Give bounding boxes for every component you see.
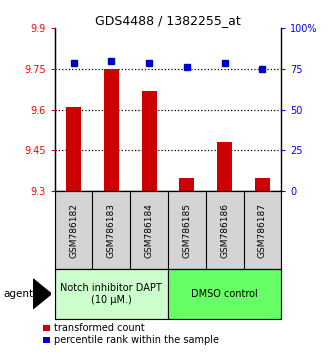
Polygon shape <box>33 279 51 309</box>
Text: agent: agent <box>3 289 33 299</box>
Text: GSM786187: GSM786187 <box>258 202 267 258</box>
Text: GSM786185: GSM786185 <box>182 202 191 258</box>
Text: GSM786182: GSM786182 <box>69 202 78 258</box>
Text: GSM786184: GSM786184 <box>145 202 154 258</box>
Bar <box>255 178 270 191</box>
Text: DMSO control: DMSO control <box>191 289 258 299</box>
Bar <box>66 107 81 191</box>
Text: GSM786183: GSM786183 <box>107 202 116 258</box>
Bar <box>55 269 168 319</box>
Bar <box>142 91 157 191</box>
Bar <box>104 69 119 191</box>
Bar <box>217 142 232 191</box>
Bar <box>179 178 194 191</box>
Text: Notch inhibitor DAPT
(10 μM.): Notch inhibitor DAPT (10 μM.) <box>61 283 162 305</box>
Legend: transformed count, percentile rank within the sample: transformed count, percentile rank withi… <box>43 324 218 346</box>
Text: GSM786186: GSM786186 <box>220 202 229 258</box>
Title: GDS4488 / 1382255_at: GDS4488 / 1382255_at <box>95 14 241 27</box>
Bar <box>168 269 281 319</box>
